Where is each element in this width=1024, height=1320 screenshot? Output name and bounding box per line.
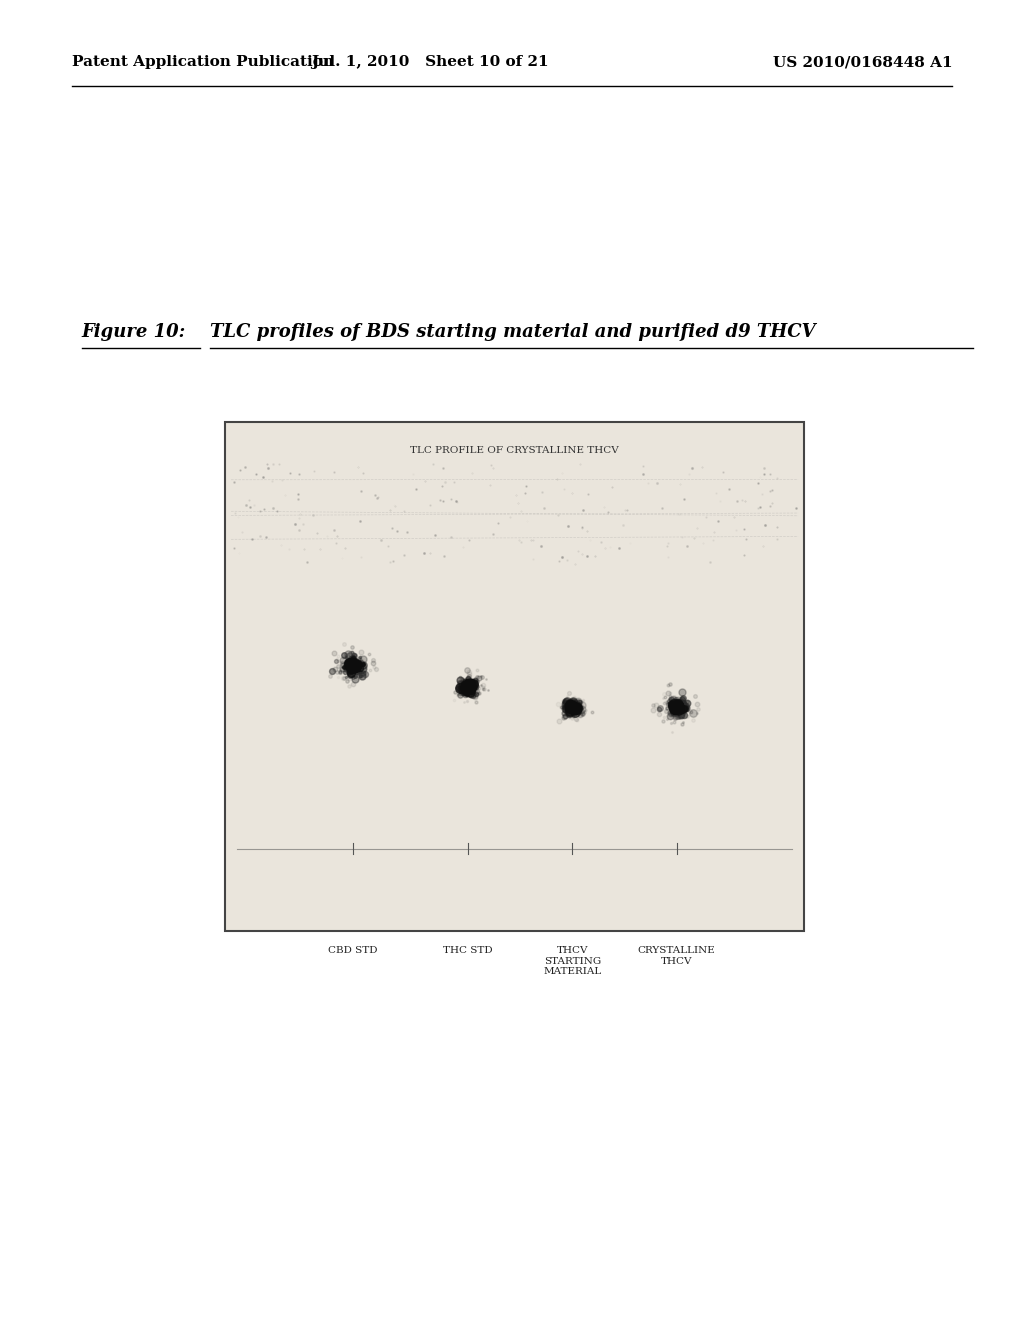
Text: CRYSTALLINE
THCV: CRYSTALLINE THCV	[638, 946, 716, 966]
Text: THC STD: THC STD	[443, 946, 494, 956]
Text: TLC PROFILE OF CRYSTALLINE THCV: TLC PROFILE OF CRYSTALLINE THCV	[411, 446, 618, 455]
Text: Jul. 1, 2010   Sheet 10 of 21: Jul. 1, 2010 Sheet 10 of 21	[311, 55, 549, 70]
FancyBboxPatch shape	[225, 422, 804, 931]
Text: Figure 10:: Figure 10:	[82, 323, 186, 342]
Text: Patent Application Publication: Patent Application Publication	[72, 55, 334, 70]
Text: TLC profiles of BDS starting material and purified d9 THCV: TLC profiles of BDS starting material an…	[210, 323, 815, 342]
Text: THCV
STARTING
MATERIAL: THCV STARTING MATERIAL	[544, 946, 601, 977]
Text: US 2010/0168448 A1: US 2010/0168448 A1	[773, 55, 952, 70]
Text: CBD STD: CBD STD	[328, 946, 377, 956]
